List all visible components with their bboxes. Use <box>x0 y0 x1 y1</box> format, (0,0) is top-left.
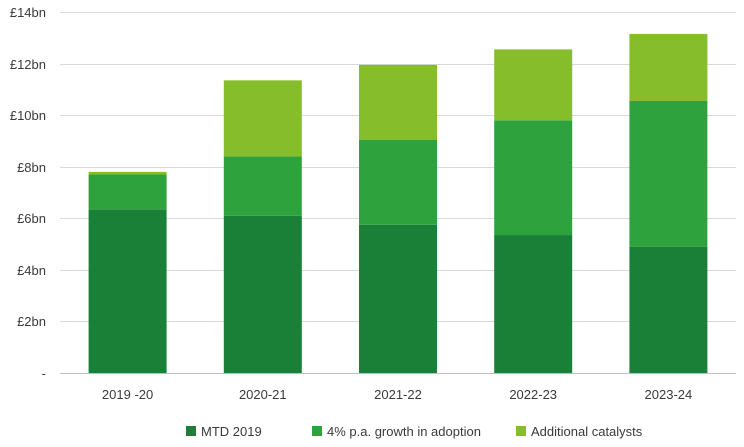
legend-label: Additional catalysts <box>531 424 643 439</box>
legend-swatch <box>516 426 526 436</box>
bar-segment-mtd-2019 <box>359 224 437 373</box>
bar-segment-mtd-2019 <box>494 235 573 373</box>
bar-segment-growth-in-adoption <box>629 100 708 247</box>
legend-item: 4% p.a. growth in adoption <box>312 424 481 439</box>
y-tick-label: £4bn <box>17 263 46 278</box>
bar-segment-mtd-2019 <box>88 209 167 373</box>
x-tick-label: 2023-24 <box>645 387 693 402</box>
x-tick-label: 2020-21 <box>239 387 287 402</box>
bar-segment-additional-catalysts <box>359 64 437 140</box>
y-tick-label: £2bn <box>17 314 46 329</box>
y-tick-label: £6bn <box>17 211 46 226</box>
legend-swatch <box>312 426 322 436</box>
bar-segment-mtd-2019 <box>629 246 708 373</box>
bar-segment-additional-catalysts <box>88 171 167 175</box>
x-tick-label: 2019 -20 <box>102 387 153 402</box>
bar-segment-growth-in-adoption <box>88 174 167 210</box>
legend-item: Additional catalysts <box>516 424 643 439</box>
x-tick-label: 2022-23 <box>509 387 557 402</box>
legend-label: MTD 2019 <box>201 424 262 439</box>
bar-segment-additional-catalysts <box>629 33 708 101</box>
bar-segment-additional-catalysts <box>223 80 302 157</box>
y-tick-label: - <box>42 366 46 381</box>
legend-item: MTD 2019 <box>186 424 262 439</box>
bar-segment-additional-catalysts <box>494 49 573 121</box>
y-tick-label: £8bn <box>17 160 46 175</box>
x-axis-tick-labels: 2019 -20 2020-21 2021-22 2022-23 2023-24 <box>102 387 692 402</box>
bars <box>88 33 708 373</box>
bar-segment-growth-in-adoption <box>223 156 302 216</box>
bar-segment-growth-in-adoption <box>494 120 573 236</box>
y-tick-label: £12bn <box>10 57 46 72</box>
y-tick-label: £14bn <box>10 5 46 20</box>
y-axis-tick-labels: - £2bn £4bn £6bn £8bn £10bn £12bn £14bn <box>10 5 46 381</box>
legend-label: 4% p.a. growth in adoption <box>327 424 481 439</box>
x-tick-label: 2021-22 <box>374 387 422 402</box>
bar-segment-mtd-2019 <box>223 215 302 373</box>
y-tick-label: £10bn <box>10 108 46 123</box>
legend: MTD 2019 4% p.a. growth in adoption Additi… <box>186 424 643 439</box>
legend-swatch <box>186 426 196 436</box>
bar-segment-growth-in-adoption <box>359 139 437 225</box>
